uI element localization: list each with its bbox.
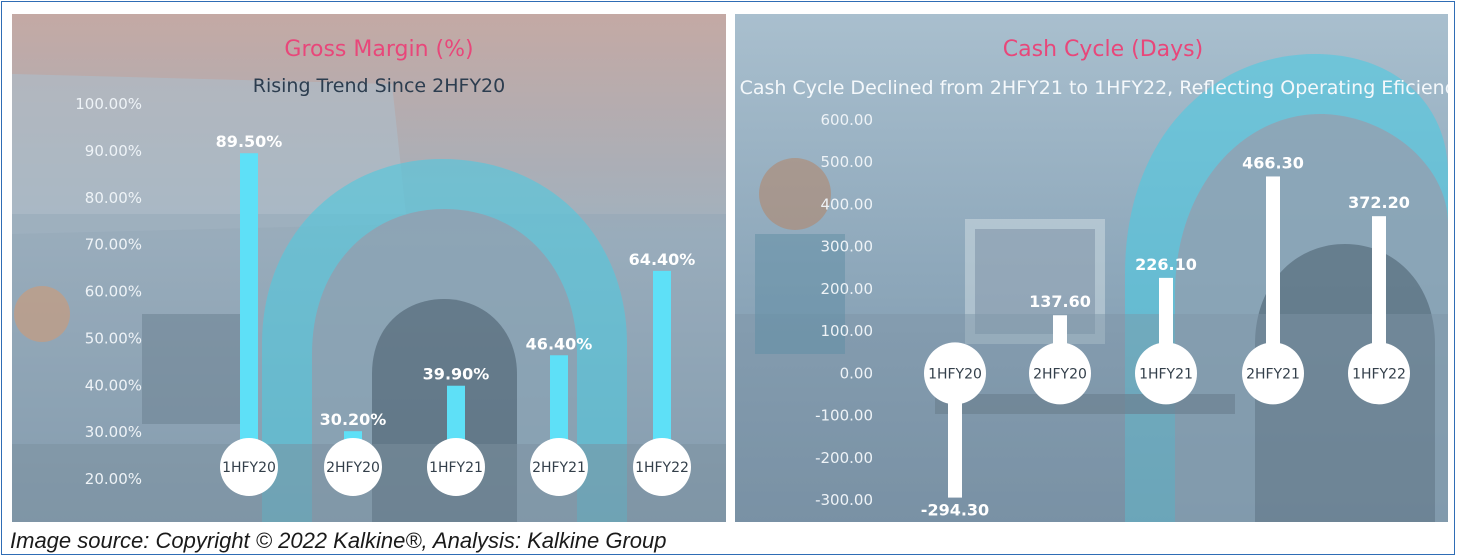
y-tick-label: 200.00 [821,280,874,298]
category-label: 1HFY22 [1352,366,1406,382]
y-tick-label: 500.00 [821,153,874,171]
y-tick-label: 400.00 [821,195,874,213]
background-illustration [735,54,1448,522]
category-label: 1HFY21 [1139,366,1193,382]
y-tick-label: 100.00 [821,322,874,340]
cash-cycle-panel: Cash Cycle (Days) Cash Cycle Declined fr… [735,14,1448,522]
category-label: 1HFY22 [635,460,689,476]
category-label: 2HFY20 [326,460,380,476]
category-label: 1HFY20 [928,366,982,382]
chart-title: Gross Margin (%) [284,37,473,62]
category-label: 2HFY21 [532,460,586,476]
cash-cycle-chart: Cash Cycle (Days) Cash Cycle Declined fr… [735,14,1448,522]
y-tick-label: 0.00 [840,364,873,382]
bar [653,270,671,479]
chart-title: Cash Cycle (Days) [1003,37,1203,62]
category-badge [1029,342,1091,405]
y-axis: 100.00% 90.00% 80.00% 70.00% 60.00% 50.00% 40.… [75,95,142,488]
y-tick-label: -300.00 [815,491,873,509]
category-label: 2HFY21 [1246,366,1300,382]
category-badge [924,342,986,405]
bar [1266,176,1280,374]
bar [240,153,258,479]
y-tick-label: 600.00 [821,111,874,129]
category-labels: 1HFY20 2HFY20 1HFY21 2HFY21 1HFY22 [220,438,691,496]
y-tick-label: 80.00% [85,189,142,207]
y-tick-label: 60.00% [85,283,142,301]
data-label: 137.60 [1029,292,1091,311]
category-badge [427,438,485,496]
data-labels: -294.30 137.60 226.10 466.30 372.20 [921,153,1410,519]
category-badge [1348,342,1410,405]
bar [948,373,962,498]
category-badge [324,438,382,496]
category-label: 1HFY21 [429,460,483,476]
data-label: 39.90% [423,365,490,384]
data-label: 46.40% [526,334,593,353]
y-tick-label: 40.00% [85,376,142,394]
gross-margin-chart: Gross Margin (%) Rising Trend Since 2HFY… [12,14,726,522]
y-tick-label: 300.00 [821,238,874,256]
category-badge [530,438,588,496]
y-tick-label: -200.00 [815,449,873,467]
category-label: 1HFY20 [222,460,276,476]
bar [1372,216,1386,374]
data-label: 89.50% [216,132,283,151]
data-label: 226.10 [1135,255,1197,274]
category-badge [633,438,691,496]
y-tick-label: 30.00% [85,423,142,441]
y-axis: 600.00 500.00 400.00 300.00 200.00 100.00 0.00… [815,111,873,509]
data-labels: 89.50% 30.20% 39.90% 46.40% 64.40% [216,132,696,429]
data-label: -294.30 [921,501,989,520]
data-label: 466.30 [1242,153,1304,172]
y-tick-label: 20.00% [85,470,142,488]
gross-margin-panel: Gross Margin (%) Rising Trend Since 2HFY… [12,14,726,522]
chart-subtitle: Cash Cycle Declined from 2HFY21 to 1HFY2… [740,77,1448,99]
category-badge [220,438,278,496]
chart-subtitle: Rising Trend Since 2HFY20 [253,75,505,97]
y-tick-label: 90.00% [85,142,142,160]
category-badge [1242,342,1304,405]
y-tick-label: 100.00% [75,95,142,113]
data-label: 64.40% [629,250,696,269]
y-tick-label: 50.00% [85,329,142,347]
category-label: 2HFY20 [1033,366,1087,382]
data-label: 372.20 [1348,193,1410,212]
data-label: 30.20% [320,410,387,429]
y-tick-label: 70.00% [85,236,142,254]
category-labels: 1HFY20 2HFY20 1HFY21 2HFY21 1HFY22 [924,342,1410,405]
y-tick-label: -100.00 [815,407,873,425]
image-source-caption: Image source: Copyright © 2022 Kalkine®,… [10,528,667,553]
category-badge [1135,342,1197,405]
